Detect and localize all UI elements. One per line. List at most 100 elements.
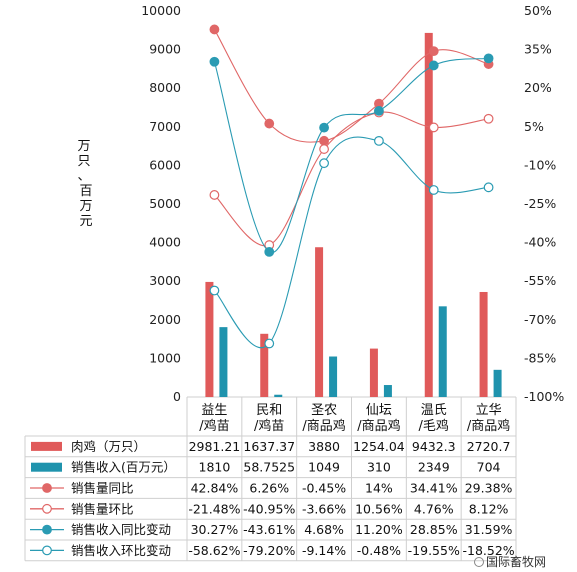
- table-cell: -79.20%: [243, 543, 295, 558]
- legend-label: 销售量同比: [71, 481, 134, 496]
- category-label: /商品鸡: [357, 418, 400, 434]
- watermark-logo-icon: [474, 557, 484, 567]
- category-label: 仙坛: [366, 403, 392, 418]
- y-left-tick-label: 4000: [149, 235, 181, 250]
- legend-key-marker: [42, 503, 52, 514]
- category-label: 立华: [476, 403, 502, 418]
- y-left-tick-label: 0: [173, 389, 181, 404]
- table-cell: -18.52%: [462, 543, 514, 558]
- table-cell: 31.59%: [465, 522, 513, 537]
- y-left-axis-label-char: 元: [79, 214, 92, 229]
- table-cell: 1049: [308, 460, 340, 475]
- table-cell: 1637.37: [243, 439, 295, 454]
- category-label: 温氏: [421, 403, 447, 418]
- category-label: 圣农: [311, 403, 337, 418]
- legend-label: 销售收入同比变动: [71, 522, 171, 537]
- table-cell: 4.76%: [414, 501, 454, 516]
- table-cell: -0.48%: [357, 543, 401, 558]
- marker-hollow: [319, 158, 329, 169]
- y-right-tick-label: 35%: [524, 42, 552, 57]
- y-left-tick-label: 10000: [141, 3, 181, 18]
- bar-broiler: [424, 32, 433, 398]
- marker-hollow: [264, 338, 275, 349]
- legend-label: 肉鸡（万只）: [71, 439, 146, 454]
- legend-label: 销售收入环比变动: [71, 543, 171, 558]
- table-cell: -21.48%: [188, 501, 240, 516]
- table-cell: 2720.7: [467, 439, 511, 454]
- table-cell: 4.68%: [304, 522, 344, 537]
- bar-revenue: [438, 306, 447, 397]
- table-cell: 8.12%: [469, 501, 509, 516]
- marker-filled: [264, 118, 275, 129]
- table-cell: -19.55%: [408, 543, 460, 558]
- marker-hollow: [483, 182, 494, 193]
- y-left-tick-label: 9000: [149, 42, 181, 57]
- table-cell: 58.7525: [243, 460, 295, 475]
- table-cell: 3880: [308, 439, 340, 454]
- table-cell: 11.20%: [355, 522, 403, 537]
- y-right-tick-label: 20%: [524, 80, 552, 95]
- table-cell: 29.38%: [465, 481, 513, 496]
- table-cell: -43.61%: [243, 522, 295, 537]
- table-cell: 1254.04: [353, 439, 405, 454]
- y-left-tick-label: 2000: [149, 312, 181, 327]
- marker-hollow: [428, 122, 439, 133]
- table-cell: -40.95%: [243, 501, 295, 516]
- table-cell: 1810: [199, 460, 231, 475]
- y-right-tick-label: -55%: [524, 273, 556, 288]
- y-left-tick-label: 1000: [149, 350, 181, 365]
- legend-key-bar: [31, 462, 62, 472]
- y-left-tick-label: 3000: [149, 273, 181, 288]
- y-left-tick-label: 7000: [149, 119, 181, 134]
- y-left-axis-label-char: 只: [77, 154, 90, 169]
- series-line: [213, 29, 489, 143]
- marker-filled: [428, 60, 439, 71]
- y-right-tick-label: 50%: [524, 3, 552, 18]
- bar-revenue: [329, 356, 338, 397]
- legend-key-marker: [42, 545, 52, 556]
- watermark-text: 国际畜牧网: [486, 554, 546, 569]
- table-cell: 10.56%: [355, 501, 403, 516]
- table-cell: -0.45%: [302, 481, 346, 496]
- y-left-axis-label-char: 百: [79, 184, 92, 199]
- bar-broiler: [260, 333, 269, 397]
- table-cell: 310: [367, 460, 391, 475]
- marker-filled: [483, 53, 494, 64]
- bar-revenue: [383, 385, 392, 397]
- y-left-axis-label-char: 万: [77, 139, 90, 154]
- marker-hollow: [374, 136, 384, 146]
- category-label: /鸡苗: [254, 418, 284, 434]
- table-cell: -9.14%: [302, 543, 346, 558]
- bar-broiler: [479, 291, 488, 397]
- y-left-axis-label-char: 、: [77, 169, 90, 184]
- y-right-tick-label: -40%: [524, 235, 556, 250]
- category-label: 民和: [256, 403, 282, 418]
- marker-filled: [428, 46, 439, 57]
- y-left-tick-label: 6000: [149, 157, 181, 172]
- category-label: 益生: [201, 403, 227, 418]
- bar-broiler: [315, 247, 324, 397]
- table-cell: 14%: [365, 481, 393, 496]
- y-right-tick-label: -25%: [524, 196, 556, 211]
- table-cell: -58.62%: [188, 543, 240, 558]
- bar-revenue: [274, 394, 283, 397]
- category-label: /毛鸡: [419, 418, 449, 434]
- bar-revenue: [219, 327, 228, 397]
- marker-hollow: [319, 144, 329, 154]
- marker-filled: [319, 122, 329, 133]
- y-left-tick-label: 8000: [149, 80, 181, 95]
- table-cell: 2349: [418, 460, 450, 475]
- legend-label: 销售量环比: [71, 501, 134, 516]
- y-right-tick-label: -10%: [524, 157, 556, 172]
- bar-revenue: [493, 369, 502, 397]
- marker-filled: [209, 56, 220, 67]
- legend-key-marker: [42, 483, 52, 493]
- y-left-tick-label: 5000: [149, 196, 181, 211]
- y-right-tick-label: -100%: [524, 389, 564, 404]
- bar-broiler: [205, 281, 214, 397]
- marker-filled: [209, 24, 220, 35]
- marker-hollow: [428, 185, 439, 195]
- table-cell: 2981.21: [189, 439, 241, 454]
- y-right-tick-label: 5%: [524, 119, 544, 134]
